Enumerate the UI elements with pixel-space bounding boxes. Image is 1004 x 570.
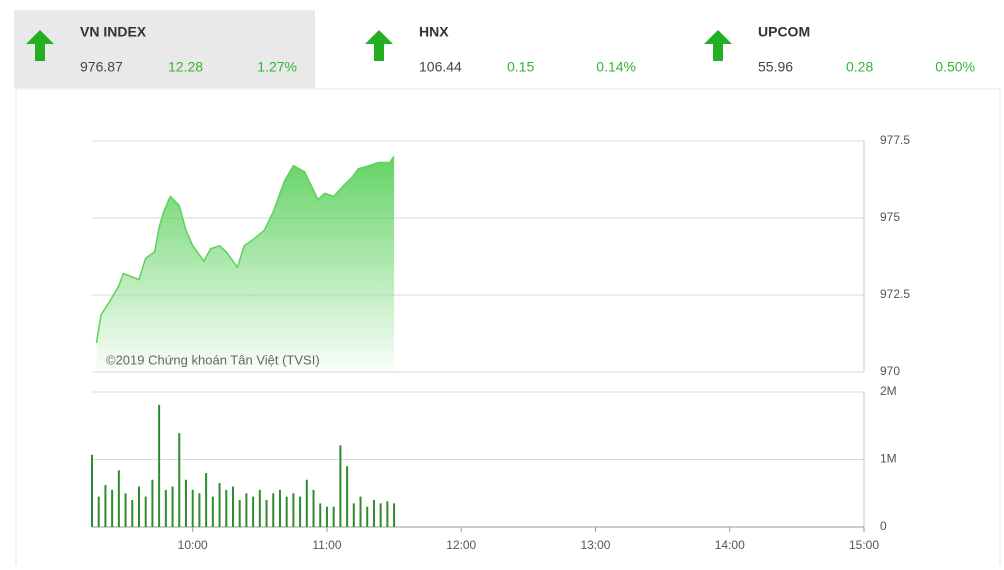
volume-bar (97, 496, 100, 527)
volume-bar (393, 503, 396, 527)
y-tick-label: 970 (880, 364, 900, 378)
volume-bar (238, 500, 241, 527)
index-price: 55.96 (758, 59, 793, 75)
up-arrow (365, 30, 393, 61)
volume-bar (372, 500, 375, 527)
volume-bar (352, 503, 355, 527)
y-tick-label: 2M (880, 384, 897, 398)
volume-bar (205, 473, 208, 527)
index-percent: 0.50% (935, 59, 975, 75)
volume-bar (198, 493, 201, 527)
volume-bar (218, 483, 221, 527)
volume-bar (265, 500, 268, 527)
volume-bar (252, 496, 255, 527)
volume-bar (325, 506, 328, 527)
index-tab[interactable]: HNX 106.44 0.15 0.14% (365, 24, 636, 75)
price-line (95, 155, 395, 344)
volume-bar (366, 506, 369, 527)
volume-bar (245, 493, 248, 527)
volume-bar (117, 470, 120, 527)
volume-bar (386, 501, 389, 527)
x-tick-label: 15:00 (849, 538, 879, 552)
volume-bar (292, 493, 295, 527)
up-arrow (26, 30, 54, 61)
volume-bar (312, 489, 315, 527)
index-name: VN INDEX (80, 24, 147, 40)
index-price: 976.87 (80, 59, 123, 75)
y-tick-label: 0 (880, 519, 887, 533)
y-tick-label: 975 (880, 210, 900, 224)
volume-bar (104, 485, 107, 527)
volume-bar (379, 503, 382, 527)
x-tick-label: 14:00 (715, 538, 745, 552)
volume-bar (151, 479, 154, 527)
volume-bar (332, 506, 335, 527)
price-area (96, 156, 395, 372)
volume-bar (178, 433, 181, 527)
index-change: 12.28 (168, 59, 203, 75)
volume-bar (184, 479, 187, 527)
volume-bar (278, 489, 281, 527)
index-tab[interactable]: VN INDEX 976.87 12.28 1.27% (26, 24, 297, 75)
index-change: 0.28 (846, 59, 873, 75)
volume-bar (131, 500, 134, 527)
volume-bar (339, 445, 342, 527)
index-percent: 1.27% (257, 59, 297, 75)
x-tick-label: 12:00 (446, 538, 476, 552)
volume-bar (285, 496, 288, 527)
volume-bar (211, 496, 214, 527)
volume-bar (359, 496, 362, 527)
index-tab[interactable]: UPCOM 55.96 0.28 0.50% (704, 24, 975, 75)
volume-bar (346, 466, 349, 527)
index-name: HNX (419, 24, 449, 40)
up-arrow (704, 30, 732, 61)
volume-bar (191, 489, 194, 527)
volume-bar (299, 496, 302, 527)
volume-bar (111, 489, 114, 527)
x-tick-label: 11:00 (312, 538, 341, 552)
tab-selected-bg (14, 10, 315, 88)
x-tick-label: 13:00 (580, 538, 610, 552)
volume-bar (137, 486, 140, 527)
index-price: 106.44 (419, 59, 462, 75)
index-change: 0.15 (507, 59, 534, 75)
volume-bar (305, 479, 308, 527)
volume-bar (258, 489, 261, 527)
index-percent: 0.14% (596, 59, 636, 75)
volume-bar (171, 486, 174, 527)
volume-bar (124, 493, 127, 527)
volume-bar (144, 496, 147, 527)
volume-bar (225, 489, 228, 527)
index-name: UPCOM (758, 24, 810, 40)
volume-bar (91, 454, 93, 527)
volume-bar (231, 486, 234, 527)
y-tick-label: 1M (880, 452, 897, 466)
x-tick-label: 10:00 (178, 538, 208, 552)
volume-bar (272, 493, 275, 527)
y-tick-label: 977.5 (880, 133, 910, 147)
volume-bar (164, 489, 167, 527)
y-tick-label: 972.5 (880, 287, 910, 301)
watermark: ©2019 Chứng khoán Tân Việt (TVSI) (106, 352, 320, 367)
volume-bar (158, 404, 161, 527)
volume-bar (319, 503, 322, 527)
